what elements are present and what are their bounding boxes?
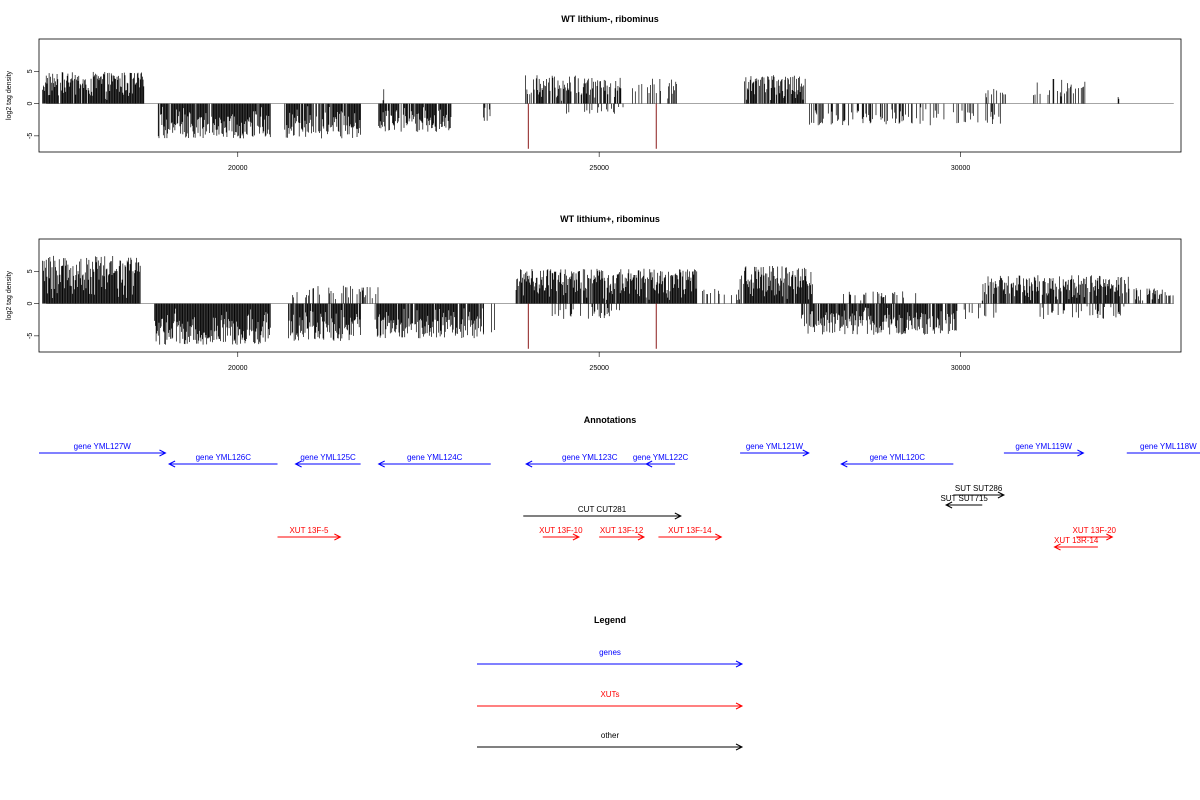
feature-label: gene YML122C	[633, 453, 689, 462]
x-tick-label: 30000	[951, 365, 971, 372]
arrow-head	[377, 460, 385, 468]
feature-label: gene YML123C	[562, 453, 618, 462]
annotation-feature: gene YML119W	[1003, 442, 1085, 457]
annotation-feature: gene YML123C	[525, 453, 654, 468]
feature-label: XUT 13F-12	[600, 526, 644, 535]
annotation-feature: gene YML125C	[294, 453, 361, 468]
arrow-head	[840, 460, 848, 468]
feature-label: gene YML120C	[870, 453, 926, 462]
arrow-head	[802, 449, 810, 457]
annotation-feature: gene YML118W	[1126, 442, 1200, 454]
feature-label: XUT 13R-14	[1054, 536, 1099, 545]
feature-label: gene YML125C	[300, 453, 356, 462]
feature-label: SUT SUT715	[940, 494, 988, 503]
feature-label: gene YML127W	[74, 442, 132, 451]
feature-label: gene YML119W	[1015, 442, 1072, 451]
arrow-head	[715, 533, 723, 541]
arrow-head	[525, 460, 533, 468]
feature-label: XUT 13F-14	[668, 526, 712, 535]
arrow-head	[637, 533, 646, 541]
y-tick-label: 0	[27, 102, 34, 106]
annotation-feature: gene YML122C	[633, 453, 689, 468]
annotation-feature: XUT 13F-5	[277, 526, 342, 541]
arrow-head	[159, 449, 167, 457]
annotation-feature: CUT CUT281	[523, 505, 682, 520]
y-tick-label: -5	[27, 333, 34, 339]
arrow-head	[572, 533, 581, 541]
x-tick-label: 30000	[951, 165, 971, 172]
feature-label: XUT 13F-20	[1073, 526, 1117, 535]
feature-label: gene YML118W	[1140, 442, 1197, 451]
feature-label: CUT CUT281	[578, 505, 627, 514]
arrow-head	[1106, 533, 1114, 541]
annotation-feature: XUT 13F-12	[599, 526, 646, 541]
annotations-panel: Annotations gene YML127W gene YML126C gene …	[39, 415, 1200, 551]
legend-arrow	[735, 743, 744, 751]
x-tick-label: 20000	[228, 365, 248, 372]
x-tick-label: 20000	[228, 165, 248, 172]
feature-label: XUT 13F-5	[289, 526, 329, 535]
arrow-head	[997, 491, 1006, 499]
legend-title: Legend	[594, 615, 626, 625]
legend-label: XUTs	[600, 690, 619, 699]
legend-arrow	[735, 660, 744, 668]
annotation-feature: XUT 13F-10	[539, 526, 583, 541]
annotation-feature: gene YML124C	[377, 453, 491, 468]
y-tick-label: -5	[27, 133, 34, 139]
arrow-head	[944, 501, 953, 509]
annotation-feature: SUT SUT286	[953, 484, 1006, 499]
annotation-feature: XUT 13F-14	[658, 526, 723, 541]
annotation-feature: gene YML126C	[167, 453, 278, 468]
legend-label: other	[601, 731, 620, 740]
feature-label: gene YML124C	[407, 453, 463, 462]
plot-frame	[38, 238, 1182, 353]
legend-item: genes	[477, 648, 744, 668]
annotations-title: Annotations	[584, 415, 637, 425]
feature-label: XUT 13F-10	[539, 526, 583, 535]
feature-label: SUT SUT286	[955, 484, 1003, 493]
y-axis-label: log2 tag density	[6, 70, 13, 120]
annotation-feature: XUT 13R-14	[1053, 536, 1099, 551]
arrow-head	[1053, 543, 1061, 551]
track-panel-lithium-plus: WT lithium+, ribominus log2 tag density -5…	[6, 214, 1182, 372]
annotation-feature: gene YML120C	[840, 453, 954, 468]
y-axis-label: log2 tag density	[6, 270, 13, 320]
legend-item: XUTs	[477, 690, 744, 710]
feature-label: gene YML126C	[196, 453, 252, 462]
panel-title: WT lithium+, ribominus	[560, 214, 660, 224]
annotation-feature: XUT 13F-20	[1073, 526, 1117, 541]
arrow-head	[674, 512, 682, 520]
annotation-feature: SUT SUT715	[940, 494, 988, 509]
legend-item: other	[477, 731, 744, 751]
arrow-head	[1077, 449, 1085, 457]
arrow-head	[334, 533, 342, 541]
arrow-head	[645, 460, 653, 468]
legend-arrow	[735, 702, 744, 710]
y-tick-label: 5	[27, 69, 34, 73]
track-panel-lithium-minus: WT lithium-, ribominus log2 tag density -5…	[6, 14, 1182, 172]
y-tick-label: 5	[27, 269, 34, 273]
annotation-feature: gene YML121W	[740, 442, 810, 457]
annotation-feature: gene YML127W	[39, 442, 167, 457]
y-tick-label: 0	[27, 302, 34, 306]
plot-frame	[38, 38, 1182, 153]
legend-panel: Legend genes XUTs other	[477, 615, 744, 751]
panel-title: WT lithium-, ribominus	[561, 14, 659, 24]
x-tick-label: 25000	[589, 165, 609, 172]
feature-label: gene YML121W	[746, 442, 804, 451]
arrow-head	[294, 460, 302, 468]
legend-label: genes	[599, 648, 621, 657]
x-tick-label: 25000	[589, 365, 609, 372]
arrow-head	[167, 460, 176, 468]
